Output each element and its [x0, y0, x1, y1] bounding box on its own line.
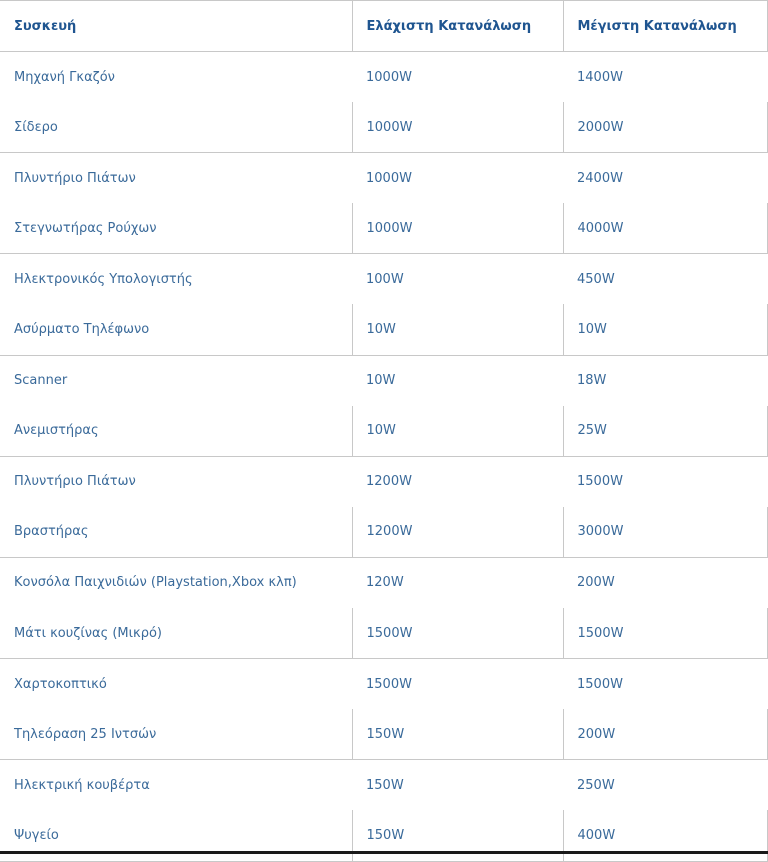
min-consumption-cell: 1500W [351, 608, 563, 660]
min-consumption-cell: 10W [366, 373, 396, 389]
table-row: Σίδερο 1000W 2000W [0, 102, 768, 154]
header-min-consumption: Ελάχιστη Κατανάλωση [351, 0, 563, 52]
min-consumption-cell: 150W [351, 709, 563, 761]
min-consumption-cell: 1500W [366, 676, 412, 692]
max-consumption-cell: 25W [562, 405, 768, 457]
table-row: Χαρτοκοπτικό 1500W 1500W [0, 659, 767, 710]
device-cell: Πλυντήριο Πιάτων [14, 170, 136, 186]
min-consumption-cell: 100W [366, 271, 404, 287]
min-consumption-cell: 150W [366, 777, 404, 793]
device-cell: Πλυντήριο Πιάτων [14, 474, 136, 490]
table-row: Ηλεκτρονικός Υπολογιστής 100W 450W [0, 254, 767, 305]
min-consumption-cell: 10W [351, 405, 563, 457]
table-row: Μηχανή Γκαζόν 1000W 1400W [0, 52, 767, 103]
device-cell: Σίδερο [0, 102, 352, 154]
min-consumption-cell: 10W [351, 304, 563, 356]
max-consumption-cell: 4000W [562, 203, 768, 255]
max-consumption-cell: 1500W [577, 676, 623, 692]
max-consumption-cell: 10W [562, 304, 768, 356]
min-consumption-cell: 120W [366, 575, 404, 591]
table-row: Ανεμιστήρας 10W 25W [0, 405, 768, 457]
max-consumption-cell: 3000W [562, 506, 768, 558]
device-cell: Μηχανή Γκαζόν [14, 69, 115, 85]
table-row: Πλυντήριο Πιάτων 1000W 2400W [0, 153, 767, 204]
min-consumption-cell: 1000W [351, 102, 563, 154]
table-row: Μάτι κουζίνας (Μικρό) 1500W 1500W [0, 608, 768, 660]
device-cell: Ηλεκτρική κουβέρτα [14, 777, 150, 793]
max-consumption-cell: 2000W [562, 102, 768, 154]
table-row: Ασύρματο Τηλέφωνο 10W 10W [0, 304, 768, 356]
table-body: Μηχανή Γκαζόν 1000W 1400W Σίδερο 1000W 2000W Π… [0, 52, 768, 862]
max-consumption-cell: 200W [562, 709, 768, 761]
table-row: Κονσόλα Παιχνιδιών (Playstation,Xbox κλπ… [0, 557, 767, 608]
min-consumption-cell: 1000W [351, 203, 563, 255]
max-consumption-cell: 450W [577, 271, 615, 287]
header-max-consumption: Μέγιστη Κατανάλωση [562, 0, 768, 52]
device-cell: Ηλεκτρονικός Υπολογιστής [14, 271, 193, 287]
header-device: Συσκευή [0, 0, 352, 52]
table-row: Βραστήρας 1200W 3000W [0, 506, 768, 558]
device-cell: Μάτι κουζίνας (Μικρό) [0, 608, 352, 660]
max-consumption-cell: 1500W [577, 474, 623, 490]
device-cell: Χαρτοκοπτικό [14, 676, 107, 692]
table-row: Τηλεόραση 25 Ιντσών 150W 200W [0, 709, 768, 761]
table-row: Στεγνωτήρας Ρούχων 1000W 4000W [0, 203, 768, 255]
device-cell: Ασύρματο Τηλέφωνο [0, 304, 352, 356]
device-cell: Βραστήρας [0, 506, 352, 558]
max-consumption-cell: 1400W [577, 69, 623, 85]
max-consumption-cell: 18W [577, 373, 607, 389]
header-row: Συσκευή Ελάχιστη Κατανάλωση Μέγιστη Κατα… [0, 0, 768, 52]
min-consumption-cell: 1000W [366, 170, 412, 186]
min-consumption-cell: 1200W [366, 474, 412, 490]
min-consumption-cell: 1200W [351, 506, 563, 558]
device-cell: Στεγνωτήρας Ρούχων [0, 203, 352, 255]
table-row: Scanner 10W 18W [0, 355, 767, 406]
max-consumption-cell: 200W [577, 575, 615, 591]
table-row: Ηλεκτρική κουβέρτα 150W 250W [0, 760, 767, 811]
min-consumption-cell: 1000W [366, 69, 412, 85]
bottom-edge-bar [0, 851, 768, 854]
device-cell: Κονσόλα Παιχνιδιών (Playstation,Xbox κλπ… [14, 575, 297, 591]
device-cell: Scanner [14, 373, 68, 389]
max-consumption-cell: 1500W [562, 608, 768, 660]
device-cell: Τηλεόραση 25 Ιντσών [0, 709, 352, 761]
max-consumption-cell: 250W [577, 777, 615, 793]
table-row: Πλυντήριο Πιάτων 1200W 1500W [0, 456, 767, 507]
max-consumption-cell: 2400W [577, 170, 623, 186]
device-cell: Ανεμιστήρας [0, 405, 352, 457]
